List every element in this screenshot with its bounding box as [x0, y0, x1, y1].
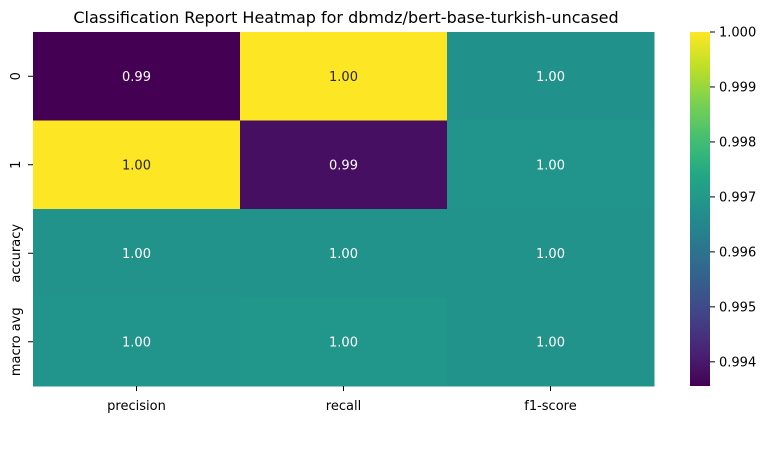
cell-annotation: 1.00 — [536, 335, 565, 350]
heatmap-cell — [447, 32, 655, 121]
heatmap-cells — [33, 32, 655, 387]
colorbar-axis: 0.994 0.995 0.996 0.997 0.998 0.999 1.000 — [710, 26, 756, 370]
colorbar-tick-label: 0.999 — [719, 80, 756, 95]
cell-annotation: 1.00 — [122, 158, 151, 173]
x-tick-label: f1-score — [524, 399, 576, 414]
cell-annotation: 1.00 — [329, 247, 358, 262]
heatmap-cell — [33, 209, 241, 298]
x-tick-label: recall — [326, 399, 361, 414]
heatmap-cell — [447, 120, 655, 210]
colorbar-tick-label: 0.994 — [719, 355, 756, 370]
heatmap-cell — [33, 120, 241, 210]
chart-title: Classification Report Heatmap for dbmdz/… — [73, 8, 618, 27]
heatmap-cell — [240, 120, 448, 210]
cell-annotation: 1.00 — [122, 247, 151, 262]
colorbar-tick-label: 0.998 — [719, 135, 756, 150]
y-axis: 0 1 accuracy macro avg — [9, 72, 33, 376]
cell-annotation: 1.00 — [329, 335, 358, 350]
cell-annotation: 1.00 — [329, 70, 358, 85]
y-tick-label: 1 — [9, 161, 24, 169]
cell-annotations: 0.99 1.00 1.00 1.00 0.99 1.00 1.00 1.00 1.00 1.00… — [122, 70, 565, 351]
x-tick-label: precision — [107, 399, 166, 414]
heatmap-cell — [240, 297, 448, 387]
cell-annotation: 0.99 — [329, 158, 358, 173]
y-tick-label: accuracy — [9, 224, 24, 283]
colorbar-tick-label: 0.995 — [719, 300, 756, 315]
cell-annotation: 1.00 — [536, 158, 565, 173]
cell-annotation: 0.99 — [122, 70, 151, 85]
cell-annotation: 1.00 — [536, 70, 565, 85]
colorbar-tick-label: 0.997 — [719, 190, 756, 205]
cell-annotation: 1.00 — [536, 247, 565, 262]
heatmap-cell — [447, 297, 655, 387]
heatmap-cell — [240, 32, 448, 121]
colorbar-tick-label: 0.996 — [719, 245, 756, 260]
x-axis: precision recall f1-score — [107, 386, 577, 414]
y-tick-label: macro avg — [9, 307, 24, 376]
y-tick-label: 0 — [9, 72, 24, 80]
colorbar-tick-label: 1.000 — [719, 26, 756, 41]
heatmap-cell — [33, 297, 241, 387]
colorbar — [690, 32, 710, 386]
heatmap-cell — [33, 32, 241, 121]
heatmap-cell — [240, 209, 448, 298]
cell-annotation: 1.00 — [122, 335, 151, 350]
heatmap-cell — [447, 209, 655, 298]
